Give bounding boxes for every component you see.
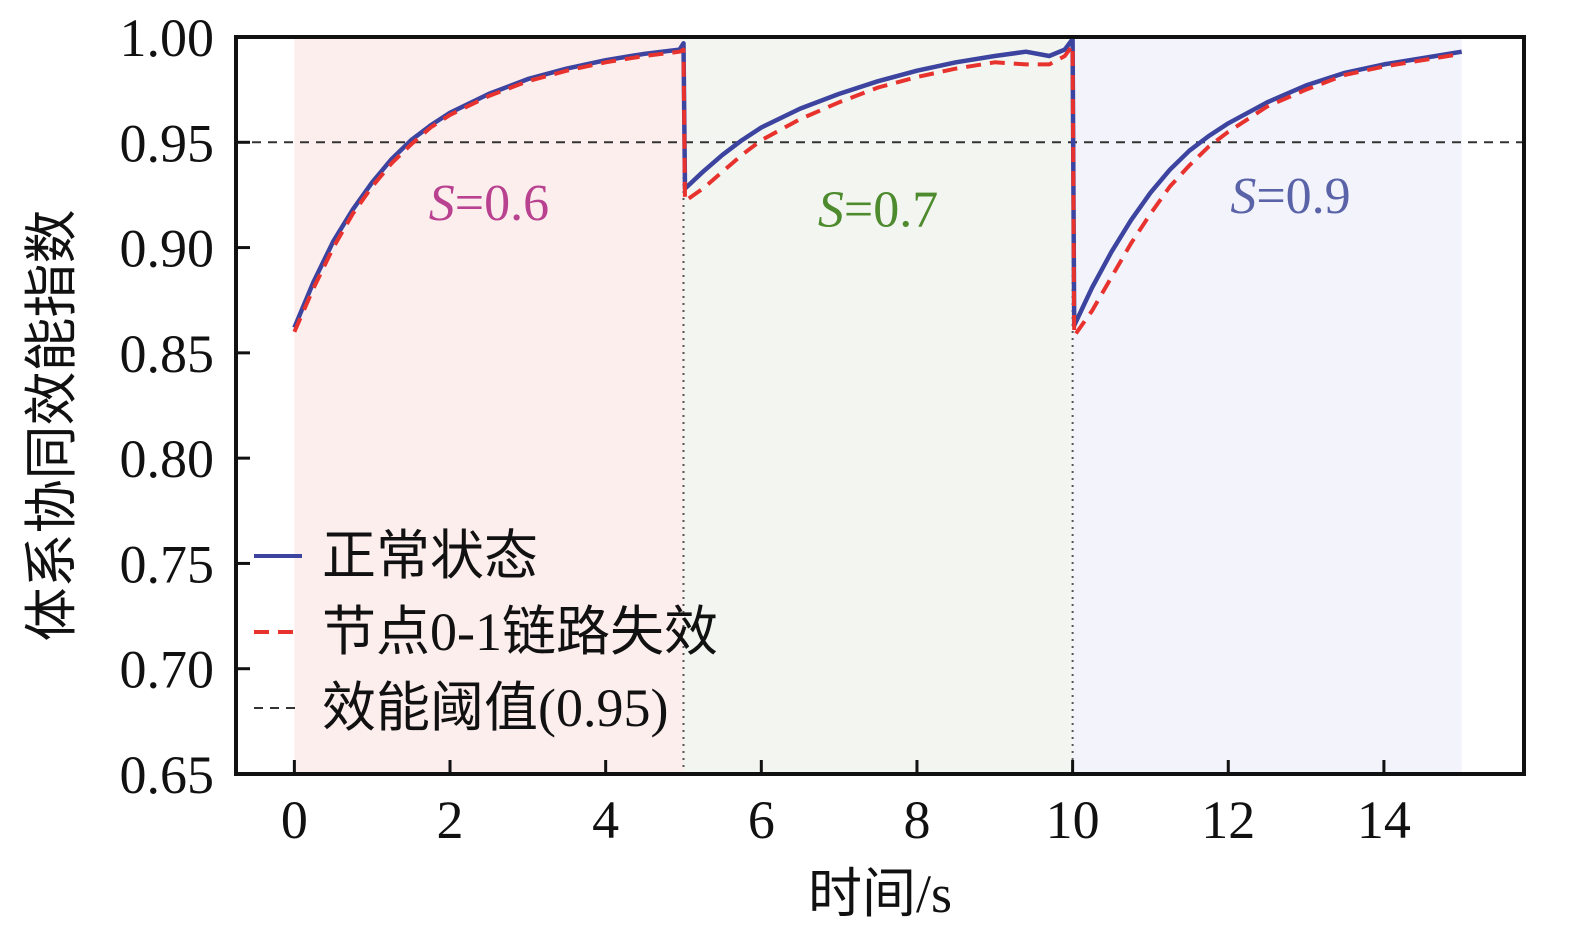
legend-item-1: 正常状态	[254, 526, 538, 586]
phase-backgrounds	[294, 37, 1462, 774]
axes: 0 2 4 6 8 10 12 14 0.65 0.70 0.75 0.80 0.85 0.90 0.95 1…	[120, 8, 1526, 850]
x-tick-label: 6	[748, 790, 775, 850]
y-tick-label: 1.00	[120, 8, 215, 68]
x-tick-label: 0	[281, 790, 308, 850]
y-tick-label: 0.90	[120, 219, 215, 279]
legend-item-3: 效能阈值(0.95)	[254, 678, 668, 738]
x-tick-label: 4	[592, 790, 619, 850]
legend-label: 效能阈值(0.95)	[322, 678, 668, 738]
y-tick-label: 0.95	[120, 113, 215, 173]
phase-annotation-value: =0.9	[1256, 168, 1350, 225]
phase-annotation-1: S=0.6	[429, 175, 549, 232]
phase-annotation-3: S=0.9	[1230, 168, 1350, 225]
phase-annotation-symbol: S	[1230, 168, 1256, 225]
plot-frame	[234, 35, 1526, 776]
y-tick-label: 0.80	[120, 429, 215, 489]
x-tick-label: 12	[1201, 790, 1255, 850]
phase-annotation-symbol: S	[818, 182, 844, 239]
series-line-1	[292, 36, 1463, 329]
legend-label: 节点0-1链路失效	[322, 602, 718, 662]
phase-background-2	[683, 37, 1073, 774]
y-tick-label: 0.70	[120, 640, 215, 700]
x-tick-label: 2	[437, 790, 464, 850]
y-tick-label: 0.75	[120, 534, 215, 594]
phase-annotations: S=0.6 S=0.7 S=0.9	[429, 168, 1351, 239]
y-tick-label: 0.65	[120, 745, 215, 805]
legend-label: 正常状态	[322, 526, 538, 586]
series-line-2	[292, 43, 1463, 338]
x-tick-label: 8	[903, 790, 930, 850]
phase-annotation-symbol: S	[429, 175, 455, 232]
x-axis-title: 时间/s	[808, 864, 952, 924]
phase-annotation-value: =0.7	[844, 182, 938, 239]
y-axis-title: 体系协同效能指数	[22, 210, 82, 642]
x-tick-label: 10	[1046, 790, 1100, 850]
phase-background-3	[1072, 37, 1462, 774]
y-tick-label: 0.85	[120, 324, 215, 384]
phase-annotation-value: =0.6	[455, 175, 549, 232]
legend-item-2: 节点0-1链路失效	[254, 602, 718, 662]
phase-background-1	[294, 37, 684, 774]
phase-annotation-2: S=0.7	[818, 182, 938, 239]
x-tick-label: 14	[1357, 790, 1411, 850]
series-lines	[292, 36, 1463, 338]
